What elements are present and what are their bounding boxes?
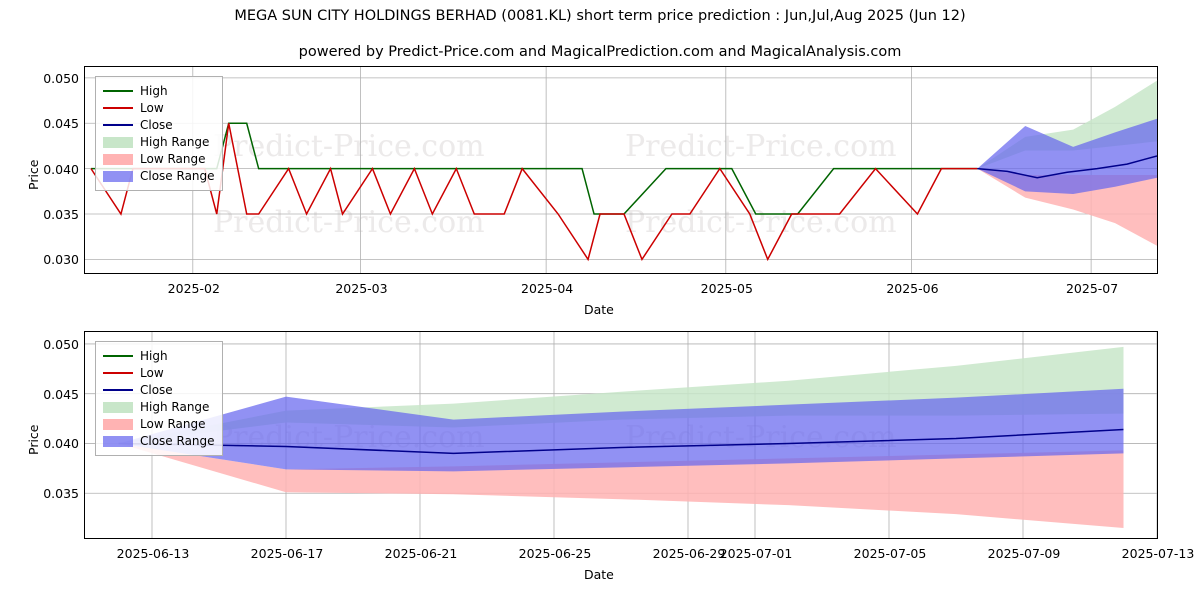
legend-swatch-low-icon — [103, 367, 133, 379]
x-tick-label: 2025-06 — [886, 281, 939, 296]
y-tick-label: 0.045 — [43, 116, 79, 132]
legend-swatch-high-range-icon — [103, 401, 133, 413]
x-tick-label: 2025-06-17 — [250, 546, 324, 561]
legend-item: Low Range — [103, 416, 215, 432]
legend-swatch-high-icon — [103, 350, 133, 362]
x-tick-label: 2025-04 — [521, 281, 574, 296]
legend-label: Close — [140, 118, 173, 132]
y-tick-label: 0.045 — [43, 386, 79, 402]
y-tick-label: 0.050 — [43, 70, 79, 86]
x-tick-label: 2025-07-09 — [987, 546, 1061, 561]
top-x-axis-label: Date — [584, 302, 614, 317]
x-tick-label: 2025-03 — [335, 281, 388, 296]
page-subtitle: powered by Predict-Price.com and Magical… — [298, 44, 902, 60]
legend-item: High Range — [103, 134, 215, 150]
x-tick-label: 2025-05 — [700, 281, 753, 296]
legend-item: Close Range — [103, 433, 215, 449]
y-tick-label: 0.035 — [43, 486, 79, 502]
y-tick-label: 0.040 — [43, 436, 79, 452]
legend-item: Low — [103, 365, 215, 381]
legend-item: High Range — [103, 399, 215, 415]
legend-item: Close Range — [103, 168, 215, 184]
legend-label: High — [140, 84, 168, 98]
y-tick-label: 0.040 — [43, 161, 79, 177]
legend-item: Low Range — [103, 151, 215, 167]
y-tick-label: 0.030 — [43, 252, 79, 268]
legend-swatch-close-range-icon — [103, 170, 133, 182]
legend-item: Close — [103, 117, 215, 133]
legend-swatch-close-icon — [103, 119, 133, 131]
legend-item: Low — [103, 100, 215, 116]
x-tick-label: 2025-07-05 — [853, 546, 927, 561]
legend-swatch-close-icon — [103, 384, 133, 396]
x-tick-label: 2025-06-25 — [518, 546, 592, 561]
legend-label: Close — [140, 383, 173, 397]
legend-item: High — [103, 83, 215, 99]
legend-label: High — [140, 349, 168, 363]
legend-label: Close Range — [140, 169, 215, 183]
y-tick-label: 0.035 — [43, 207, 79, 222]
legend-label: Low Range — [140, 417, 206, 431]
x-tick-label: 2025-06-21 — [384, 546, 458, 561]
top-chart-panel: Predict-Price.com Predict-Price.com Pred… — [84, 66, 1158, 274]
x-tick-label: 2025-06-13 — [116, 546, 190, 561]
top-chart-legend: High Low Close High Range Low Range Close Ran… — [95, 76, 223, 191]
legend-swatch-low-range-icon — [103, 153, 133, 165]
y-tick-label: 0.050 — [43, 336, 79, 352]
bottom-x-axis-label: Date — [584, 567, 614, 582]
bottom-chart-plot — [85, 332, 1157, 538]
legend-swatch-low-range-icon — [103, 418, 133, 430]
legend-label: Low — [140, 366, 164, 380]
legend-swatch-low-icon — [103, 102, 133, 114]
bottom-chart-panel: Predict-Price.com Predict-Price.com — [84, 331, 1158, 539]
page-title: MEGA SUN CITY HOLDINGS BERHAD (0081.KL) … — [234, 8, 966, 24]
legend-item: Close — [103, 382, 215, 398]
legend-swatch-close-range-icon — [103, 435, 133, 447]
x-tick-label: 2025-07-01 — [719, 546, 793, 561]
x-tick-label: 2025-02 — [167, 281, 220, 296]
x-tick-label: 2025-07-13 — [1121, 546, 1195, 561]
legend-swatch-high-range-icon — [103, 136, 133, 148]
x-tick-label: 2025-07 — [1065, 281, 1119, 296]
legend-label: Low — [140, 101, 164, 115]
legend-label: Close Range — [140, 434, 215, 448]
x-tick-label: 2025-06-29 — [652, 546, 726, 561]
top-chart-plot — [85, 67, 1157, 273]
legend-item: High — [103, 348, 215, 364]
bottom-chart-legend: High Low Close High Range Low Range Close Ran… — [95, 341, 223, 456]
legend-label: High Range — [140, 135, 210, 149]
legend-label: High Range — [140, 400, 210, 414]
legend-swatch-high-icon — [103, 85, 133, 97]
legend-label: Low Range — [140, 152, 206, 166]
